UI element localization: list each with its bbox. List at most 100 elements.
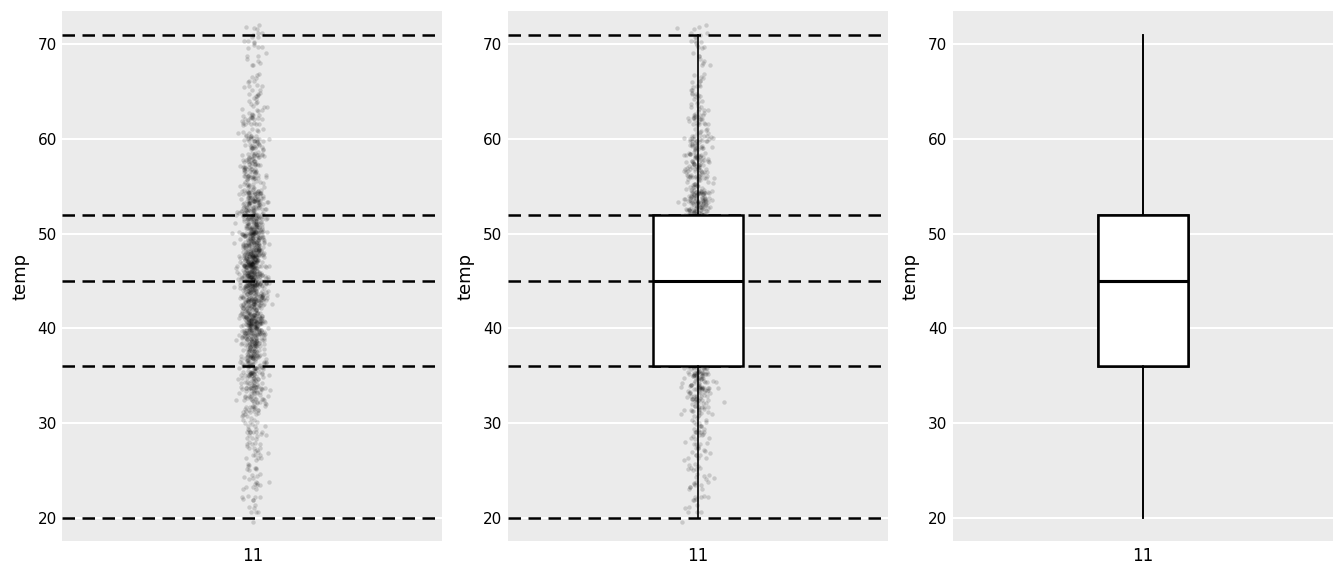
Point xyxy=(233,410,254,419)
Point xyxy=(239,367,261,376)
Point xyxy=(243,263,265,272)
Point xyxy=(235,383,257,392)
Point xyxy=(246,91,267,100)
Point xyxy=(249,325,270,335)
Point xyxy=(243,255,265,264)
Point xyxy=(688,318,710,327)
Point xyxy=(699,134,720,143)
Point xyxy=(687,469,708,479)
Point xyxy=(684,289,706,298)
Point xyxy=(689,278,711,287)
Point xyxy=(689,336,711,346)
Point xyxy=(696,124,718,133)
Point xyxy=(233,396,254,405)
Point xyxy=(685,384,707,393)
Point xyxy=(235,326,257,335)
Point xyxy=(688,290,710,299)
Point xyxy=(242,388,263,397)
Point xyxy=(675,150,696,159)
Point xyxy=(249,203,270,212)
Point xyxy=(239,367,261,376)
Point xyxy=(687,251,708,260)
Point xyxy=(245,164,266,173)
Point xyxy=(688,325,710,334)
Point xyxy=(688,388,710,397)
Point xyxy=(254,384,276,393)
Point xyxy=(246,279,267,289)
Point xyxy=(239,267,261,276)
Point xyxy=(250,289,271,298)
Point xyxy=(689,312,711,321)
Point xyxy=(684,270,706,279)
Point xyxy=(700,256,722,266)
Point xyxy=(687,252,708,261)
Point xyxy=(249,153,270,162)
Point xyxy=(238,304,259,313)
Point xyxy=(239,428,261,437)
Point xyxy=(234,312,255,321)
Point xyxy=(235,262,257,271)
Point xyxy=(698,203,719,212)
Point xyxy=(239,309,261,319)
Point xyxy=(242,351,263,361)
Point xyxy=(237,187,258,196)
Point xyxy=(237,206,258,215)
Point xyxy=(692,369,714,378)
Point xyxy=(243,264,265,273)
Point xyxy=(239,230,261,239)
Point xyxy=(239,345,261,354)
Point xyxy=(687,98,708,108)
Point xyxy=(696,271,718,281)
Point xyxy=(688,272,710,282)
Point xyxy=(687,242,708,252)
Point xyxy=(247,314,269,324)
Point xyxy=(243,118,265,127)
Point xyxy=(683,222,704,231)
Point xyxy=(689,186,711,195)
Point xyxy=(249,301,270,310)
Point xyxy=(684,247,706,256)
Point xyxy=(688,363,710,373)
Point xyxy=(696,363,718,372)
Point xyxy=(684,196,706,206)
Point xyxy=(249,329,270,339)
Point xyxy=(689,262,711,271)
Point xyxy=(691,253,712,263)
Point xyxy=(246,245,267,254)
Point xyxy=(242,159,263,168)
Point xyxy=(233,320,254,329)
Point xyxy=(231,338,253,347)
Point xyxy=(228,310,250,319)
Point xyxy=(237,180,258,189)
Point xyxy=(237,427,258,436)
Point xyxy=(243,262,265,271)
Point xyxy=(689,77,711,86)
Point xyxy=(684,141,706,150)
Point xyxy=(679,233,700,242)
Point xyxy=(688,309,710,318)
Point xyxy=(245,438,266,448)
Point xyxy=(249,196,270,206)
Point xyxy=(250,390,271,399)
Point xyxy=(696,167,718,176)
Point xyxy=(685,153,707,162)
Point xyxy=(234,326,255,335)
Point xyxy=(230,161,251,170)
Point xyxy=(685,427,707,437)
Point xyxy=(695,453,716,463)
Point xyxy=(247,283,269,293)
Point xyxy=(239,318,261,327)
Point xyxy=(246,446,267,455)
Point xyxy=(242,384,263,393)
Point xyxy=(245,194,266,203)
Point xyxy=(684,237,706,246)
Point xyxy=(688,171,710,180)
Point xyxy=(694,296,715,305)
Point xyxy=(247,235,269,244)
Point xyxy=(692,278,714,287)
Point xyxy=(677,386,699,395)
Point xyxy=(243,337,265,346)
Point xyxy=(241,270,262,279)
Point xyxy=(242,226,263,236)
Point xyxy=(675,295,696,304)
